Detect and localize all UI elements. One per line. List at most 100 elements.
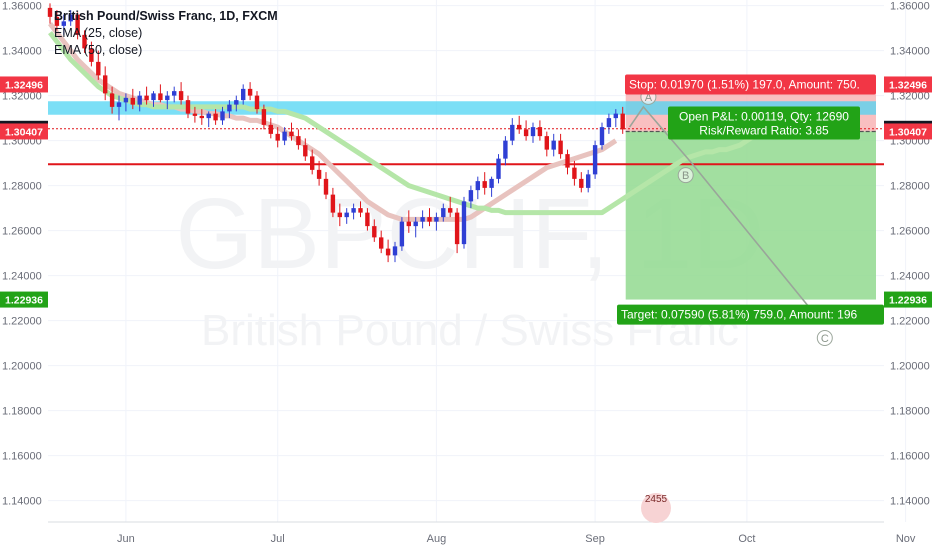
- candle-body[interactable]: [392, 246, 398, 256]
- candle-body[interactable]: [75, 14, 80, 35]
- candle-body[interactable]: [592, 145, 598, 175]
- candle-body[interactable]: [448, 208, 453, 213]
- candle-body[interactable]: [406, 221, 411, 227]
- candle-body[interactable]: [544, 136, 549, 150]
- candle-body[interactable]: [537, 127, 543, 137]
- candle-body[interactable]: [530, 127, 536, 137]
- y-tick-label-left: 1.28000: [2, 181, 42, 193]
- candle-body[interactable]: [558, 140, 563, 155]
- candle-body[interactable]: [130, 97, 135, 105]
- candle-body[interactable]: [296, 136, 301, 146]
- candle-body[interactable]: [123, 97, 129, 103]
- candle-body[interactable]: [144, 95, 149, 101]
- candle-body[interactable]: [613, 113, 618, 119]
- candle-body[interactable]: [54, 16, 60, 26]
- candle-body[interactable]: [475, 181, 480, 191]
- candle-body[interactable]: [109, 93, 115, 107]
- candle-body[interactable]: [303, 145, 308, 157]
- candle-body[interactable]: [441, 208, 446, 218]
- candle-body[interactable]: [192, 113, 198, 116]
- candle-body[interactable]: [82, 34, 87, 49]
- candle-body[interactable]: [344, 212, 349, 218]
- candle-body[interactable]: [496, 158, 501, 179]
- candle-body[interactable]: [330, 194, 336, 213]
- candle-body[interactable]: [337, 212, 342, 218]
- candle-body[interactable]: [427, 217, 432, 222]
- symbol-title[interactable]: British Pound/Swiss Franc, 1D, FXCM: [54, 9, 278, 23]
- candle-body[interactable]: [489, 178, 494, 188]
- candle-body[interactable]: [172, 91, 177, 96]
- candle-body[interactable]: [358, 208, 363, 213]
- candle-body[interactable]: [47, 7, 53, 17]
- candle-body[interactable]: [178, 91, 184, 101]
- candle-body[interactable]: [413, 221, 418, 227]
- candle-body[interactable]: [606, 118, 612, 128]
- candle-body[interactable]: [165, 95, 170, 101]
- candle-body[interactable]: [68, 14, 73, 22]
- candle-body[interactable]: [599, 127, 605, 146]
- candle-body[interactable]: [510, 124, 515, 141]
- candle-body[interactable]: [89, 48, 94, 62]
- candle-body[interactable]: [289, 131, 294, 137]
- candle-body[interactable]: [365, 212, 370, 227]
- footer-badge[interactable]: 2455: [641, 493, 671, 523]
- candle-body[interactable]: [379, 237, 384, 249]
- indicator-ema-25[interactable]: EMA (25, close): [54, 26, 143, 40]
- candle-body[interactable]: [517, 124, 522, 130]
- candle-body[interactable]: [620, 113, 625, 130]
- candle-body[interactable]: [434, 217, 439, 222]
- candle-body[interactable]: [151, 93, 156, 101]
- candle-body[interactable]: [454, 212, 460, 245]
- candle-body[interactable]: [96, 61, 101, 76]
- candle-body[interactable]: [247, 88, 253, 96]
- candle-body[interactable]: [158, 93, 163, 101]
- candle-body[interactable]: [572, 167, 577, 179]
- candle-body[interactable]: [61, 21, 66, 26]
- candle-body[interactable]: [268, 124, 273, 134]
- candle-body[interactable]: [206, 113, 211, 119]
- candle-body[interactable]: [199, 115, 204, 119]
- candle-body[interactable]: [579, 178, 584, 188]
- candle-body[interactable]: [372, 226, 377, 238]
- candle-body[interactable]: [282, 131, 287, 141]
- candle-body[interactable]: [461, 201, 467, 245]
- take-profit-zone[interactable]: [625, 131, 876, 300]
- candle-body[interactable]: [316, 169, 322, 179]
- candle-body[interactable]: [399, 221, 405, 247]
- candle-body[interactable]: [103, 75, 108, 94]
- candle-body[interactable]: [261, 109, 267, 125]
- time-axis[interactable]: JunJulAugSepOctNovDec2019: [117, 533, 932, 545]
- candle-body[interactable]: [220, 111, 225, 121]
- candle-body[interactable]: [137, 95, 142, 105]
- candle-body[interactable]: [503, 140, 508, 159]
- candle-body[interactable]: [586, 174, 591, 188]
- candle-body[interactable]: [234, 100, 239, 105]
- y-tick-label: 1.20000: [890, 361, 930, 373]
- candle-body[interactable]: [116, 102, 122, 107]
- candle-body[interactable]: [213, 113, 218, 121]
- grid: [48, 0, 907, 522]
- candle-body[interactable]: [565, 154, 570, 168]
- candle-body[interactable]: [241, 88, 246, 101]
- candle-body[interactable]: [323, 178, 329, 195]
- indicator-ema-50[interactable]: EMA (50, close): [54, 43, 143, 57]
- candle-body[interactable]: [310, 156, 315, 170]
- candle-body[interactable]: [254, 95, 260, 110]
- candle-body[interactable]: [523, 129, 529, 137]
- ema-25-line[interactable]: [48, 31, 763, 216]
- candle-body[interactable]: [185, 100, 191, 114]
- candle-body[interactable]: [468, 190, 474, 202]
- abc-pattern-line[interactable]: [628, 105, 824, 325]
- price-axis-left[interactable]: 1.360001.340001.320001.300001.280001.260…: [2, 1, 42, 508]
- candles[interactable]: [47, 3, 625, 263]
- ema-50-line[interactable]: [48, 22, 618, 222]
- candle-body[interactable]: [551, 140, 556, 150]
- candle-body[interactable]: [351, 208, 356, 213]
- candle-body[interactable]: [420, 217, 425, 222]
- candle-body[interactable]: [385, 248, 391, 256]
- candle-body[interactable]: [227, 104, 232, 112]
- candle-body[interactable]: [275, 133, 280, 141]
- candle-body[interactable]: [482, 181, 487, 188]
